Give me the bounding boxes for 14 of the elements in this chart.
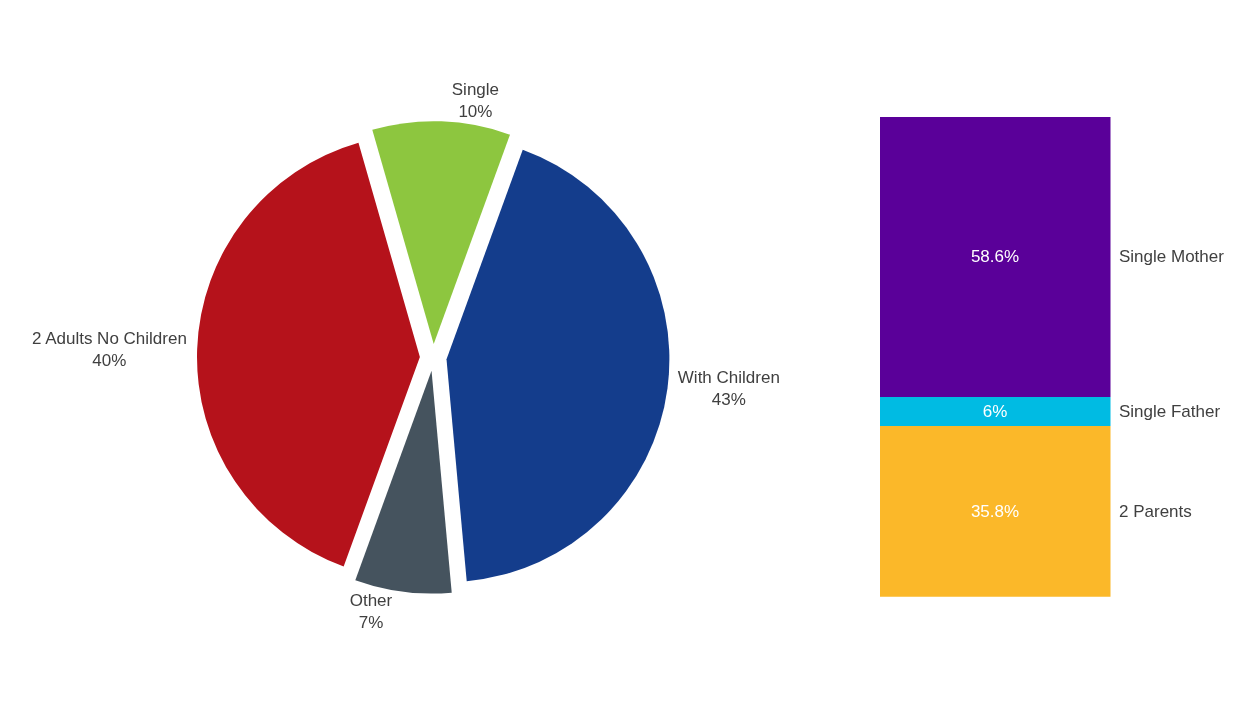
- data-label: 10%: [458, 102, 493, 122]
- data-label: 43%: [711, 389, 746, 409]
- series-label: 2 Parents: [1119, 502, 1192, 521]
- series-label: Single Father: [1119, 402, 1221, 421]
- slice-label: Other: [349, 591, 393, 611]
- slice-label: With Children: [677, 367, 780, 387]
- data-label: 7%: [358, 613, 384, 633]
- slice-label: 2 Adults No Children: [31, 328, 187, 348]
- slice-label: Single: [451, 80, 500, 100]
- series-label: Single Mother: [1119, 247, 1225, 266]
- data-label: 58.6%: [970, 247, 1020, 267]
- data-label: 40%: [92, 350, 127, 370]
- data-label: 6%: [982, 401, 1008, 421]
- data-label: 35.8%: [970, 501, 1020, 521]
